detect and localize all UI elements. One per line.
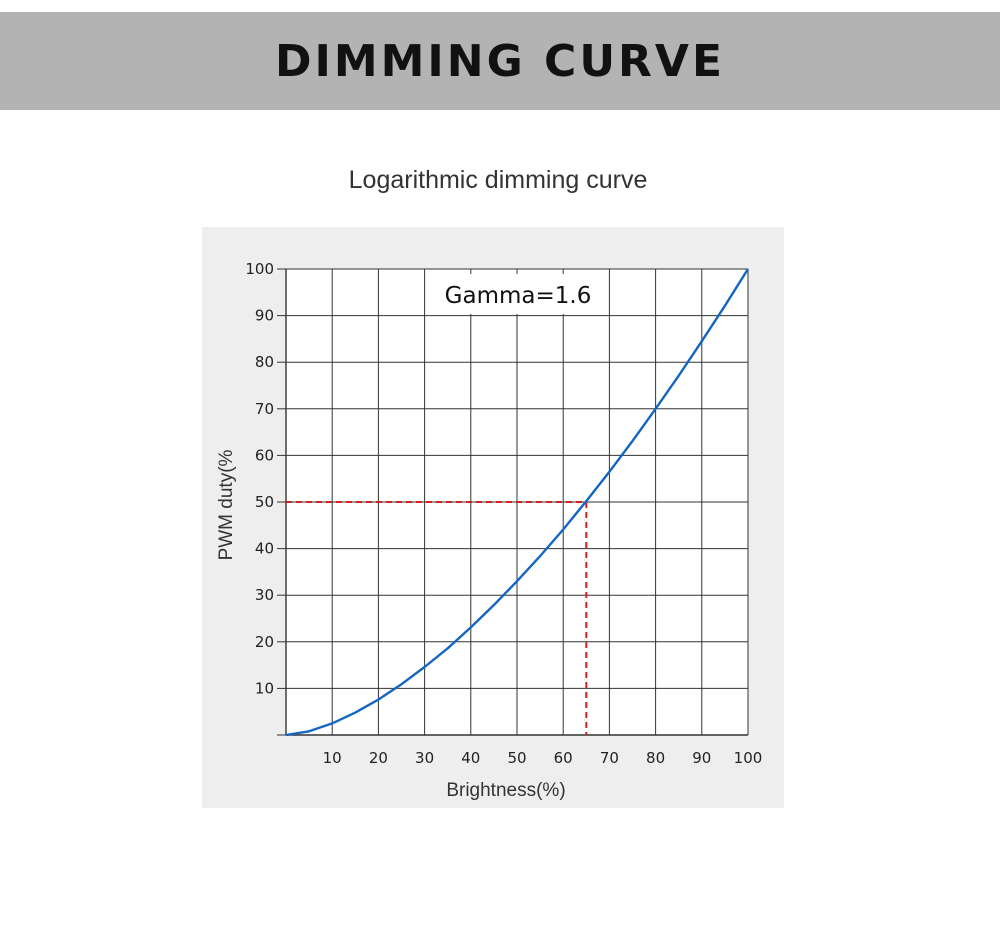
- gamma-annotation: Gamma=1.6: [445, 283, 592, 309]
- x-tick-label: 90: [692, 749, 711, 767]
- y-tick-label: 10: [255, 679, 274, 697]
- page-title: DIMMING CURVE: [274, 35, 726, 87]
- chart-title: Logarithmic dimming curve: [348, 166, 648, 194]
- x-tick-label: 60: [554, 749, 573, 767]
- y-tick-label: 80: [255, 353, 274, 371]
- header-banner: DIMMING CURVE: [0, 12, 1000, 110]
- annotation-background: [427, 274, 607, 314]
- x-tick-label: 10: [323, 749, 342, 767]
- y-tick-label: 90: [255, 307, 274, 325]
- y-tick-label: 20: [255, 633, 274, 651]
- x-tick-label: 100: [734, 749, 763, 767]
- x-axis-label: Brightness(%): [446, 780, 565, 801]
- x-tick-label: 20: [369, 749, 388, 767]
- x-tick-label: 40: [461, 749, 480, 767]
- y-axis-label: PWM duty(%: [216, 449, 237, 560]
- x-tick-label: 80: [646, 749, 665, 767]
- y-tick-label: 30: [255, 586, 274, 604]
- y-tick-label: 100: [245, 260, 274, 278]
- y-tick-label: 50: [255, 493, 274, 511]
- y-tick-label: 60: [255, 446, 274, 464]
- x-tick-label: 50: [507, 749, 526, 767]
- y-tick-label: 70: [255, 400, 274, 418]
- y-tick-label: 40: [255, 540, 274, 558]
- x-tick-label: 70: [600, 749, 619, 767]
- chart-panel: 10 20 30 40 50 60 70 80 90 100 10 20 30 40 50 60 70 80 90 1…: [202, 227, 784, 808]
- dimming-chart: 10 20 30 40 50 60 70 80 90 100 10 20 30 40 50 60 70 80 90 1…: [216, 260, 763, 801]
- x-tick-label: 30: [415, 749, 434, 767]
- gamma-curve: [285, 268, 750, 737]
